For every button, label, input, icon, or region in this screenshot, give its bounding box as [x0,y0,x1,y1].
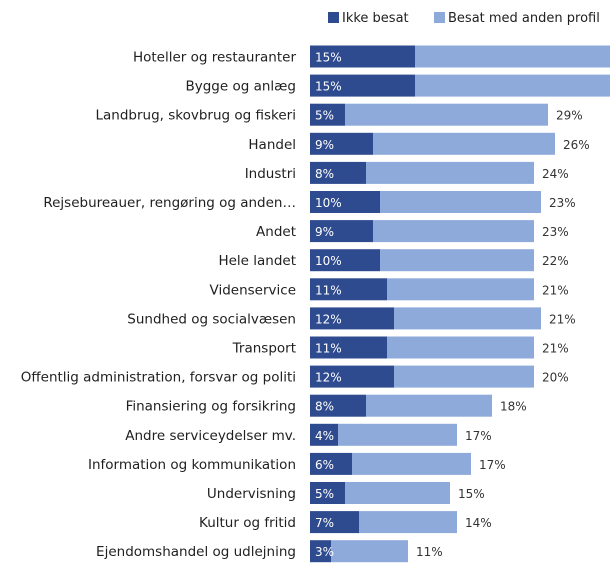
data-label-besat-med-anden-profil: 29% [556,109,583,123]
bar-besat-med-anden-profil [415,74,610,97]
category-label: Information og kommunikation [88,457,296,473]
data-label-ikke-besat: 11% [315,342,342,356]
bar-ikke-besat [310,45,415,68]
category-label: Hele landet [218,253,296,269]
bar-ikke-besat [310,423,338,446]
category-label: Ejendomshandel og udlejning [96,544,296,560]
data-label-ikke-besat: 9% [315,138,334,152]
bar-ikke-besat [310,511,359,534]
bar-ikke-besat [310,103,345,126]
bar-ikke-besat [310,74,415,97]
category-label: Offentlig administration, forsvar og pol… [21,370,296,386]
category-label: Andre serviceydelser mv. [125,428,296,444]
data-label-besat-med-anden-profil: 21% [549,312,576,326]
bar-besat-med-anden-profil [345,103,548,126]
bar-ikke-besat [310,394,366,417]
bar-besat-med-anden-profil [366,161,534,184]
data-label-besat-med-anden-profil: 22% [542,254,569,268]
bar-besat-med-anden-profil [394,307,541,330]
data-label-ikke-besat: 8% [315,400,334,414]
bar-besat-med-anden-profil [380,249,534,272]
category-label: Handel [248,137,296,153]
bar-ikke-besat [310,365,394,388]
bar-besat-med-anden-profil [394,365,534,388]
data-label-ikke-besat: 5% [315,487,334,501]
bar-besat-med-anden-profil [380,191,541,213]
category-label: Videnservice [210,282,296,298]
data-label-ikke-besat: 15% [315,51,342,65]
data-label-ikke-besat: 12% [315,312,342,326]
category-label: Landbrug, skovbrug og fiskeri [95,108,296,124]
bar-besat-med-anden-profil [345,482,450,504]
category-label: Bygge og anlæg [185,79,296,95]
category-label: Sundhed og socialvæsen [127,311,296,327]
data-label-ikke-besat: 15% [315,80,342,94]
category-label: Hoteller og restauranter [133,50,296,66]
bar-ikke-besat [310,540,331,563]
bars: 15%31%15%30%5%29%9%26%8%24%10%23%9%23%10… [310,45,610,563]
data-label-besat-med-anden-profil: 20% [542,371,569,385]
data-label-besat-med-anden-profil: 17% [479,458,506,472]
data-label-ikke-besat: 10% [315,196,342,210]
bar-ikke-besat [310,336,387,359]
bar-ikke-besat [310,191,380,213]
data-label-besat-med-anden-profil: 14% [465,516,492,530]
data-label-ikke-besat: 7% [315,516,334,530]
data-label-ikke-besat: 8% [315,167,334,181]
category-label: Rejsebureauer, rengøring og anden… [43,195,296,211]
bar-besat-med-anden-profil [373,220,534,243]
bar-besat-med-anden-profil [387,336,534,359]
category-label: Finansiering og forsikring [126,399,296,415]
bar-besat-med-anden-profil [366,394,492,417]
data-label-besat-med-anden-profil: 17% [465,429,492,443]
chart-legend: Ikke besat Besat med anden profil [328,11,600,26]
bar-besat-med-anden-profil [359,511,457,534]
data-label-ikke-besat: 4% [315,429,334,443]
bar-ikke-besat [310,249,380,272]
bar-ikke-besat [310,452,352,475]
bar-besat-med-anden-profil [331,540,408,563]
bar-besat-med-anden-profil [387,278,534,301]
bar-ikke-besat [310,220,373,243]
data-label-besat-med-anden-profil: 18% [500,400,527,414]
data-label-besat-med-anden-profil: 23% [542,225,569,239]
data-label-ikke-besat: 10% [315,254,342,268]
data-label-ikke-besat: 11% [315,283,342,297]
bar-ikke-besat [310,161,366,184]
legend-label-ikke-besat: Ikke besat [342,11,409,26]
category-label: Andet [256,224,296,240]
bar-ikke-besat [310,278,387,301]
data-label-besat-med-anden-profil: 21% [542,283,569,297]
data-label-ikke-besat: 9% [315,225,334,239]
category-labels: Hoteller og restauranter Bygge og anlæg La… [21,50,297,561]
data-label-besat-med-anden-profil: 26% [563,138,590,152]
category-label: Transport [232,341,296,357]
data-label-besat-med-anden-profil: 15% [458,487,485,501]
data-label-ikke-besat: 6% [315,458,334,472]
data-label-ikke-besat: 12% [315,371,342,385]
data-label-ikke-besat: 5% [315,109,334,123]
legend-label-besat-med-anden-profil: Besat med anden profil [448,11,600,26]
bar-ikke-besat [310,482,345,504]
bar-besat-med-anden-profil [373,132,555,155]
category-label: Industri [245,166,296,182]
bar-besat-med-anden-profil [352,452,471,475]
bar-besat-med-anden-profil [338,423,457,446]
category-label: Undervisning [207,486,296,502]
bar-besat-med-anden-profil [415,45,610,68]
bar-ikke-besat [310,307,394,330]
data-label-besat-med-anden-profil: 24% [542,167,569,181]
data-label-besat-med-anden-profil: 23% [549,196,576,210]
category-label: Kultur og fritid [199,515,296,531]
data-label-besat-med-anden-profil: 21% [542,342,569,356]
legend-swatch-besat-med-anden-profil [434,12,445,23]
legend-swatch-ikke-besat [328,12,339,23]
data-label-besat-med-anden-profil: 11% [416,545,443,559]
bar-ikke-besat [310,132,373,155]
data-label-ikke-besat: 3% [315,545,334,559]
